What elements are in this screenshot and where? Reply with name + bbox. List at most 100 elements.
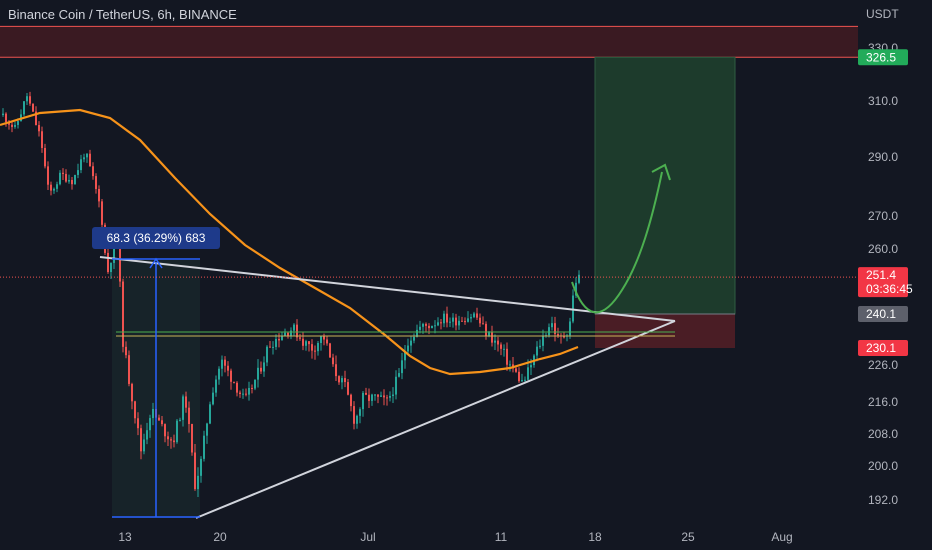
candle-body [68, 179, 70, 182]
candle-body [449, 321, 451, 323]
candle [365, 387, 367, 396]
candle-body [266, 346, 268, 363]
candle-body [377, 394, 379, 397]
candle [338, 375, 340, 385]
candle-body [89, 153, 91, 167]
candle [26, 93, 28, 105]
candle-body [332, 357, 334, 365]
candle-body [365, 392, 367, 395]
candle-body [464, 321, 466, 323]
candle [86, 153, 88, 163]
candle-body [77, 170, 79, 175]
candle [566, 333, 568, 342]
measure-arrow-head [149, 257, 163, 269]
candle [305, 339, 307, 351]
candle-body [308, 341, 310, 345]
candle [545, 332, 547, 338]
candle-body [290, 330, 292, 337]
y-tick-label: 200.0 [868, 459, 898, 473]
candle-body [473, 313, 475, 318]
candle-body [416, 329, 418, 337]
measure-label-box [92, 227, 220, 249]
candle-body [263, 362, 265, 372]
candle-body [281, 336, 283, 341]
candle-body [5, 113, 7, 123]
candle [551, 316, 553, 331]
candle-body [191, 424, 193, 453]
candle-body [197, 475, 199, 490]
candle-body [452, 317, 454, 322]
candle-body [425, 323, 427, 326]
candle [302, 332, 304, 351]
measure-label: 68.3 (36.29%) 683 [107, 231, 206, 245]
candle [332, 353, 334, 367]
candle-body [251, 387, 253, 389]
candle [164, 423, 166, 443]
candle-body [422, 323, 424, 327]
candle-body [26, 96, 28, 102]
candle [386, 394, 388, 406]
candle [125, 341, 127, 359]
candle [95, 173, 97, 194]
candle [326, 335, 328, 346]
price-badge-target [858, 49, 908, 66]
candle-body [149, 418, 151, 431]
candle-body [245, 393, 247, 395]
candle [137, 412, 139, 436]
candle-body [221, 359, 223, 369]
candle [410, 335, 412, 353]
candle [407, 338, 409, 354]
candle [29, 91, 31, 106]
candle-body [515, 368, 517, 372]
candle [218, 366, 220, 385]
candle-body [119, 233, 121, 282]
candle [254, 379, 256, 391]
candle [476, 307, 478, 321]
candle-body [146, 430, 148, 440]
candle-body [542, 336, 544, 346]
candle [203, 430, 205, 462]
candle-body [164, 424, 166, 437]
candle-body [551, 323, 553, 328]
candle-body [236, 382, 238, 393]
candle [572, 289, 574, 324]
profit-zone [594, 56, 736, 315]
candle [167, 431, 169, 446]
candle [389, 391, 391, 402]
candle-body [434, 325, 436, 327]
candle [272, 341, 274, 355]
candle [380, 391, 382, 397]
candle-body [17, 121, 19, 125]
candle [350, 393, 352, 412]
candle-body [179, 419, 181, 421]
candle [419, 320, 421, 334]
candle [11, 120, 13, 133]
candle-body [362, 392, 364, 410]
candle-body [428, 325, 430, 329]
candle-body [56, 184, 58, 189]
candle [83, 153, 85, 163]
candle-body [578, 274, 580, 283]
candle-body [134, 401, 136, 419]
candle [371, 393, 373, 406]
candle-body [206, 423, 208, 436]
candle-body [368, 394, 370, 401]
candle-body [323, 335, 325, 340]
candle [209, 401, 211, 425]
candle-body [320, 335, 322, 343]
candle [542, 329, 544, 352]
candle-body [293, 324, 295, 331]
candle [143, 433, 145, 455]
candle [539, 339, 541, 349]
candle-body [257, 367, 259, 380]
candle-body [437, 322, 439, 326]
candle [431, 325, 433, 329]
x-tick-label: 11 [495, 530, 508, 544]
candle-body [92, 166, 94, 177]
candle-body [500, 344, 502, 349]
candle-body [2, 113, 4, 115]
candle [257, 359, 259, 388]
candle-body [407, 345, 409, 352]
